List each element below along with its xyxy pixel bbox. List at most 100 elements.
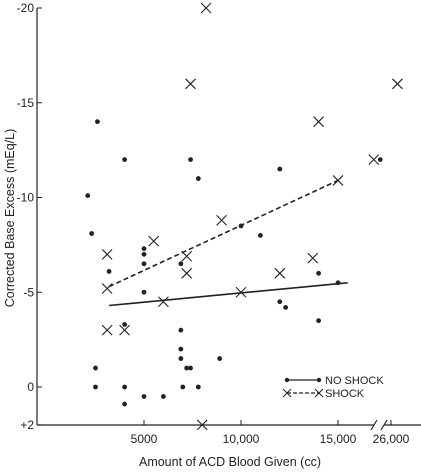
shock-point-stroke: [200, 2, 212, 14]
legend-shock-label: SHOCK: [325, 388, 365, 400]
no-shock-point: [95, 119, 100, 125]
no-shock-point: [85, 193, 91, 199]
no-shock-point: [106, 269, 112, 274]
shock-point: [158, 296, 169, 308]
shock-point-stroke: [158, 296, 169, 308]
shock-point-stroke: [101, 283, 113, 294]
no-shock-point: [141, 246, 147, 252]
legend-shock-marker: [282, 388, 292, 398]
shock-point-stroke: [235, 286, 247, 298]
shock-point: [392, 78, 403, 90]
shock-point-stroke: [313, 116, 324, 128]
x-tick-label: 26,000: [373, 432, 410, 446]
no-shock-point: [195, 176, 201, 181]
no-shock-point: [188, 365, 193, 371]
no-shock-point: [122, 322, 127, 327]
no-shock-point: [188, 157, 193, 163]
no-shock-point: [316, 318, 321, 324]
no-shock-point: [122, 157, 127, 163]
shock-point: [216, 214, 227, 226]
no-shock-point: [122, 384, 127, 390]
shock-point-stroke: [307, 252, 319, 264]
shock-point: [101, 248, 113, 260]
shock-point: [119, 324, 130, 336]
shock-point-stroke: [181, 250, 193, 262]
shock-point-stroke: [274, 267, 286, 279]
shock-point-stroke: [216, 214, 227, 226]
shock-point-stroke: [148, 235, 160, 247]
no-shock-point: [283, 305, 289, 310]
no-shock-point: [184, 365, 190, 371]
legend-shock-marker: [314, 388, 324, 398]
shock-point-stroke: [332, 175, 344, 186]
shock-point-stroke: [101, 248, 113, 260]
shock-point: [368, 154, 380, 165]
y-tick-label: -20: [17, 1, 35, 15]
no-shock-point: [89, 231, 95, 236]
shock-point: [235, 286, 247, 298]
no-shock-point: [277, 166, 283, 172]
legend-no-shock-marker: [284, 377, 290, 383]
no-shock-point: [141, 394, 147, 399]
no-shock-point: [141, 261, 147, 267]
x-tick-label: 10,000: [223, 432, 260, 446]
shock-point: [307, 252, 319, 264]
no-shock-point: [377, 157, 383, 163]
shock-point: [181, 250, 193, 262]
no-shock-point: [238, 223, 244, 229]
no-shock-point: [178, 327, 184, 333]
shock-point-stroke: [196, 419, 208, 431]
no-shock-point: [316, 270, 321, 276]
shock-point: [313, 116, 324, 128]
trend-lines: [108, 179, 348, 307]
no-shock-point: [178, 261, 184, 267]
no-shock-point: [217, 356, 223, 361]
no-shock-point: [141, 289, 147, 295]
no-shock-point: [122, 401, 127, 407]
shock-point: [101, 324, 113, 336]
shock-point: [332, 175, 344, 186]
shock-point-stroke: [119, 324, 130, 336]
no-shock-point: [161, 394, 166, 399]
x-axis-label: Amount of ACD Blood Given (cc): [139, 455, 321, 469]
no-shock-point: [93, 384, 98, 390]
shock-point: [148, 235, 160, 247]
x-tick-label: 5000: [131, 432, 158, 446]
no-shock-point: [178, 356, 184, 361]
shock-point-stroke: [181, 267, 193, 279]
shock-point: [196, 419, 208, 431]
no-shock-point: [141, 251, 147, 257]
y-tick-label: -10: [17, 191, 35, 205]
no-shock-point: [180, 384, 186, 390]
x-tick-label: 15,000: [320, 432, 357, 446]
shock-point: [181, 267, 193, 279]
legend-no-shock-marker: [316, 377, 322, 383]
y-tick-label: +2: [20, 418, 34, 432]
y-tick-label: -5: [23, 285, 34, 299]
shock-point: [200, 2, 212, 14]
shock-point: [101, 283, 113, 294]
no-shock-point: [178, 346, 184, 352]
shock-point: [185, 78, 196, 90]
shock-point: [274, 267, 286, 279]
y-tick-label: 0: [27, 380, 34, 394]
shock-point-stroke: [392, 78, 403, 90]
shock-point-stroke: [101, 324, 113, 336]
no-shock-point: [258, 233, 263, 238]
axes: -20 -15 -10 -5 0 +2 5000 10,000 15,000 26,000: [17, 1, 421, 446]
no-shock-point: [277, 299, 283, 305]
y-tick-label: -15: [17, 96, 35, 110]
shock-trend-line: [108, 179, 339, 288]
legend-no-shock-label: NO SHOCK: [325, 375, 384, 387]
shock-point-stroke: [368, 154, 380, 165]
data-points: [85, 2, 403, 431]
no-shock-point: [195, 384, 201, 390]
no-shock-point: [335, 280, 341, 286]
no-shock-point: [93, 365, 98, 371]
axis-break-mark: [370, 419, 378, 431]
axis-break-mark: [380, 419, 388, 431]
no-shock-trend-line: [109, 281, 348, 307]
y-axis-label: Corrected Base Excess (mEq/L): [3, 129, 17, 308]
